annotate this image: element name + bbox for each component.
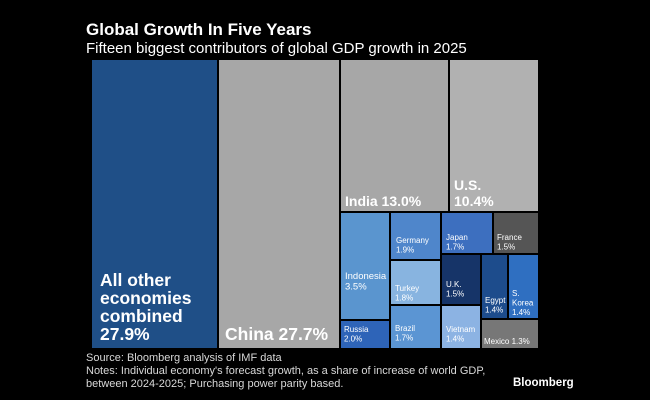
treemap-cell-egypt: Egypt 1.4% (482, 255, 507, 318)
treemap-cell-germany: Germany 1.9% (391, 213, 440, 259)
treemap-rect-u-k (442, 255, 480, 304)
treemap-label-line: 1.7% (395, 334, 413, 343)
treemap-rect-japan (442, 213, 492, 253)
treemap-label-line: 1.8% (395, 294, 413, 303)
treemap-cell-india: India 13.0% (341, 60, 448, 211)
treemap-label-line: Russia (344, 325, 369, 334)
treemap-rect-russia (341, 321, 389, 348)
treemap-label-all-other-economies-combined: All other economies combined 27.9% (100, 270, 192, 344)
treemap-label-france: France 1.5% (497, 233, 522, 252)
treemap-label-line: Egypt (485, 296, 506, 305)
treemap-label-line: Germany (396, 236, 429, 245)
treemap-rect-vietnam (442, 306, 480, 348)
chart-title: Global Growth In Five Years (86, 20, 312, 39)
treemap-label-mexico: Mexico 1.3% (484, 337, 530, 346)
treemap-rect-brazil (391, 306, 440, 348)
treemap-label-line: economies (100, 288, 192, 308)
treemap-label-line: Korea (512, 299, 534, 308)
treemap-cell-japan: Japan 1.7% (442, 213, 492, 253)
treemap-label-china: China 27.7% (225, 324, 329, 344)
treemap-rect-china (219, 60, 339, 348)
treemap-rect-mexico (482, 320, 538, 348)
treemap-rect-all-other-economies-combined (92, 60, 217, 348)
treemap-rect-s-korea (509, 255, 538, 318)
treemap-label-line: 1.4% (446, 335, 464, 344)
treemap-label-line: 2.0% (344, 335, 362, 344)
treemap-rect-egypt (482, 255, 507, 318)
treemap-cell-russia: Russia 2.0% (341, 321, 389, 348)
treemap-label-line: India 13.0% (345, 193, 422, 209)
treemap-cell-china: China 27.7% (219, 60, 339, 348)
treemap-cell-turkey: Turkey 1.8% (391, 261, 440, 304)
treemap-cell-indonesia: Indonesia 3.5% (341, 213, 389, 319)
treemap-label-line: U.S. (454, 177, 481, 193)
treemap-label-line: 1.9% (396, 246, 414, 255)
treemap-label-line: S. (512, 289, 520, 298)
treemap-label-line: Turkey (395, 284, 419, 293)
treemap-label-brazil: Brazil 1.7% (395, 324, 415, 343)
source-note: Source: Bloomberg analysis of IMF data (86, 352, 282, 364)
treemap-label-line: All other (100, 270, 171, 290)
treemap-label-line: 10.4% (454, 193, 494, 209)
treemap-label-line: Japan (446, 233, 468, 242)
treemap-label-line: U.K. (446, 280, 462, 289)
chart-subtitle: Fifteen biggest contributors of global G… (86, 40, 467, 57)
treemap-label-india: India 13.0% (345, 193, 422, 209)
treemap-label-line: 1.5% (446, 290, 464, 299)
treemap-rect-india (341, 60, 448, 211)
treemap-label-u-k: U.K. 1.5% (446, 280, 464, 299)
treemap-cell-france: France 1.5% (494, 213, 538, 253)
treemap-label-line: Mexico 1.3% (484, 337, 530, 346)
treemap-cell-u-k: U.K. 1.5% (442, 255, 480, 304)
treemap-label-russia: Russia 2.0% (344, 325, 369, 344)
treemap-label-u-s: U.S. 10.4% (454, 177, 494, 209)
treemap-rect-indonesia (341, 213, 389, 319)
treemap-label-line: 3.5% (345, 282, 367, 293)
treemap-label-turkey: Turkey 1.8% (395, 284, 419, 303)
treemap-label-japan: Japan 1.7% (446, 233, 468, 252)
bloomberg-logo: Bloomberg (513, 377, 574, 389)
treemap-cell-all-other-economies-combined: All other economies combined 27.9% (92, 60, 217, 348)
treemap-rect-turkey (391, 261, 440, 304)
notes-text: Notes: Individual economy's forecast gro… (86, 365, 486, 390)
treemap-rect-u-s (450, 60, 538, 211)
treemap-label-line: Indonesia (345, 271, 387, 282)
treemap-label-germany: Germany 1.9% (396, 236, 429, 255)
treemap-cell-mexico: Mexico 1.3% (482, 320, 538, 348)
treemap-label-indonesia: Indonesia 3.5% (345, 271, 387, 293)
treemap-label-line: Vietnam (446, 325, 476, 334)
treemap-label-egypt: Egypt 1.4% (485, 296, 506, 315)
treemap-label-s-korea: S. Korea 1.4% (512, 289, 534, 317)
treemap-label-line: 1.4% (512, 308, 530, 317)
treemap-rect-germany (391, 213, 440, 259)
treemap-label-line: combined (100, 306, 183, 326)
treemap-label-line: China 27.7% (225, 324, 329, 344)
treemap-label-vietnam: Vietnam 1.4% (446, 325, 476, 344)
treemap-label-line: 1.4% (485, 306, 503, 315)
treemap-cell-u-s: U.S. 10.4% (450, 60, 538, 211)
treemap-rect-france (494, 213, 538, 253)
treemap-label-line: 1.7% (446, 243, 464, 252)
treemap-cell-s-korea: S. Korea 1.4% (509, 255, 538, 318)
treemap-label-line: France (497, 233, 522, 242)
treemap-label-line: 1.5% (497, 243, 515, 252)
treemap-label-line: 27.9% (100, 324, 150, 344)
treemap-cell-brazil: Brazil 1.7% (391, 306, 440, 348)
treemap-label-line: Brazil (395, 324, 415, 333)
treemap-cell-vietnam: Vietnam 1.4% (442, 306, 480, 348)
